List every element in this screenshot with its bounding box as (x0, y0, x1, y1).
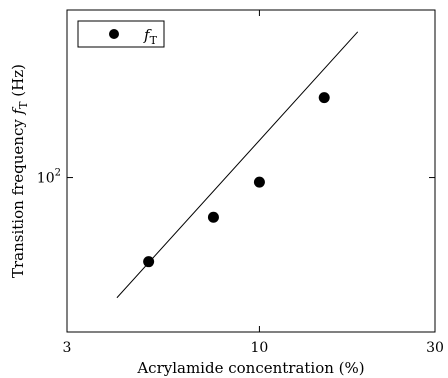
y-tick-label: 102 (37, 168, 61, 187)
y-axis-label-subscript: T (17, 101, 30, 109)
legend-marker (109, 29, 119, 39)
y-axis-label: Transition frequency fT (Hz) (9, 64, 30, 278)
data-point (318, 92, 330, 104)
x-axis-ticks: 3 10 30 (63, 10, 444, 356)
legend-subscript: T (150, 34, 158, 47)
x-tick-label: 10 (251, 340, 269, 356)
x-tick-label: 3 (63, 340, 72, 356)
fit-line (116, 31, 359, 299)
legend-label: fT (143, 26, 158, 47)
data-point (253, 176, 265, 188)
legend-box (77, 20, 165, 48)
y-axis-label-text: Transition frequency (9, 119, 27, 278)
data-point (207, 211, 219, 223)
data-points (143, 92, 330, 268)
y-axis-ticks: 102 (37, 168, 435, 187)
x-tick-label: 30 (426, 340, 444, 356)
y-axis-label-unit: (Hz) (9, 64, 27, 97)
y-axis-label-symbol: f (9, 106, 27, 115)
x-axis-label: Acrylamide concentration (%) (136, 359, 364, 377)
data-point (143, 256, 155, 268)
plot-area (66, 9, 436, 333)
legend-symbol: f (143, 26, 152, 44)
